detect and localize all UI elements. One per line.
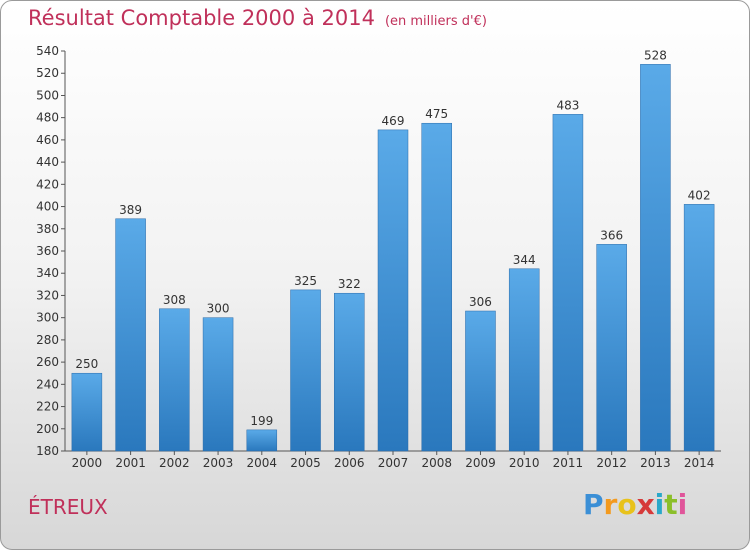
bar-value-label: 366 [600,228,623,242]
logo-letter: r [603,488,618,521]
logo-letter: i [654,488,665,521]
x-tick-label: 2002 [159,456,190,470]
x-tick-label: 2007 [378,456,409,470]
bar [290,289,321,452]
x-tick-label: 2008 [421,456,452,470]
bar [159,308,190,452]
bar [421,122,452,452]
bar-value-label: 402 [688,188,711,202]
x-tick-label: 2001 [115,456,146,470]
x-tick-label: 2009 [465,456,496,470]
x-tick-label: 2011 [553,456,584,470]
y-tick-label: 400 [36,200,59,214]
commune-name: ÉTREUX [28,495,108,519]
bar-value-label: 325 [294,274,317,288]
bar-value-label: 475 [425,107,448,121]
bar-value-label: 308 [163,293,186,307]
x-tick-label: 2006 [334,456,365,470]
bar-value-label: 199 [250,414,273,428]
bar [377,129,409,452]
logo-letter: o [617,488,637,521]
y-tick-label: 420 [36,177,59,191]
bar [465,310,496,452]
chart-title: Résultat Comptable 2000 à 2014 (en millie… [28,6,487,30]
bar [334,292,365,452]
bar [115,218,146,452]
y-tick-label: 200 [36,422,59,436]
bar [683,204,715,452]
bar-value-label: 250 [75,357,98,371]
y-tick-label: 340 [36,266,59,280]
y-tick-label: 300 [36,311,59,325]
y-tick-label: 540 [36,44,59,58]
bar [71,372,103,452]
bar [640,64,671,452]
title-text: Résultat Comptable 2000 à 2014 [28,6,375,30]
x-tick-label: 2004 [247,456,278,470]
bars [71,64,715,452]
logo-letter: P [583,488,604,521]
y-tick-label: 480 [36,111,59,125]
x-tick-label: 2013 [640,456,671,470]
y-tick-label: 320 [36,288,59,302]
bar-value-label: 483 [556,98,579,112]
bar [552,114,584,452]
bar [508,268,540,452]
y-tick-label: 440 [36,155,59,169]
y-tick-label: 520 [36,66,59,80]
logo-letter: x [636,488,655,521]
x-tick-label: 2010 [509,456,540,470]
bar-value-label: 344 [513,253,536,267]
y-tick-label: 460 [36,133,59,147]
data-labels: 250 389 308 300 199 325 322 469 475 306 344 483 366 5… [75,48,710,428]
axes: 180 200 220 240 260 280 300 320 340 360 380 400 420 4… [36,44,721,470]
y-tick-label: 180 [36,444,59,458]
bar [202,317,234,452]
x-tick-label: 2014 [684,456,715,470]
bar-value-label: 322 [338,277,361,291]
subtitle-text: (en milliers d'€) [384,14,487,29]
x-tick-label: 2003 [203,456,234,470]
bar-value-label: 306 [469,295,492,309]
y-tick-label: 360 [36,244,59,258]
y-tick-label: 260 [36,355,59,369]
logo-letter: i [677,488,688,521]
bar [596,244,627,452]
x-tick-label: 2005 [290,456,321,470]
bar [246,429,278,452]
proxiti-logo: Proxiti [583,488,687,521]
y-tick-label: 500 [36,88,59,102]
bar-value-label: 528 [644,48,667,62]
y-tick-label: 380 [36,222,59,236]
x-tick-label: 2012 [596,456,627,470]
y-tick-label: 280 [36,333,59,347]
bar-value-label: 469 [382,114,405,128]
bar-value-label: 300 [207,302,230,316]
logo-letter: t [664,488,678,521]
y-tick-label: 220 [36,400,59,414]
bar-value-label: 389 [119,203,142,217]
x-tick-label: 2000 [72,456,103,470]
y-tick-label: 240 [36,377,59,391]
